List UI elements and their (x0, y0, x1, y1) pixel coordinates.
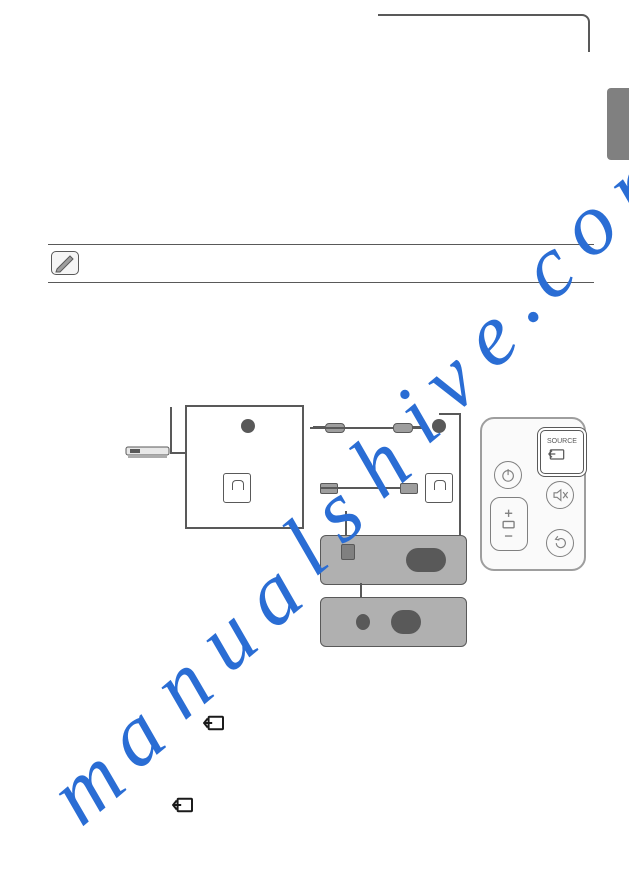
power-button[interactable] (494, 461, 522, 489)
soundbar-top (320, 535, 467, 585)
input-source-icon (172, 796, 194, 814)
speaker-connector-icon (341, 544, 355, 560)
source-button[interactable]: SOURCE (537, 427, 587, 477)
remote-control: SOURCE (480, 417, 586, 571)
connection-diagram: SOURCE (125, 405, 595, 660)
speaker-driver-icon (391, 610, 421, 634)
volume-rocker[interactable] (490, 497, 528, 551)
mute-button[interactable] (546, 481, 574, 509)
soundbar-bottom (320, 597, 467, 647)
source-label: SOURCE (547, 438, 577, 445)
section-tab (607, 88, 629, 160)
note-rule-top (48, 244, 594, 245)
external-device-icon (125, 445, 170, 459)
note-rule-bottom (48, 282, 594, 283)
input-source-icon (203, 714, 225, 732)
usb-plug-right (400, 483, 418, 494)
usb-port-icon (223, 473, 251, 503)
audio-plug-tip (412, 426, 424, 429)
page: SOURCE m a (0, 0, 629, 893)
return-button[interactable] (546, 529, 574, 557)
audio-plug-right (393, 423, 413, 433)
speaker-connector-icon (356, 614, 370, 630)
speaker-driver-icon (406, 548, 446, 572)
note-icon (51, 251, 79, 275)
speakers-diagram (320, 535, 465, 650)
audio-jack-icon (241, 419, 255, 433)
leader-line (170, 452, 185, 454)
page-corner-frame (378, 14, 590, 52)
